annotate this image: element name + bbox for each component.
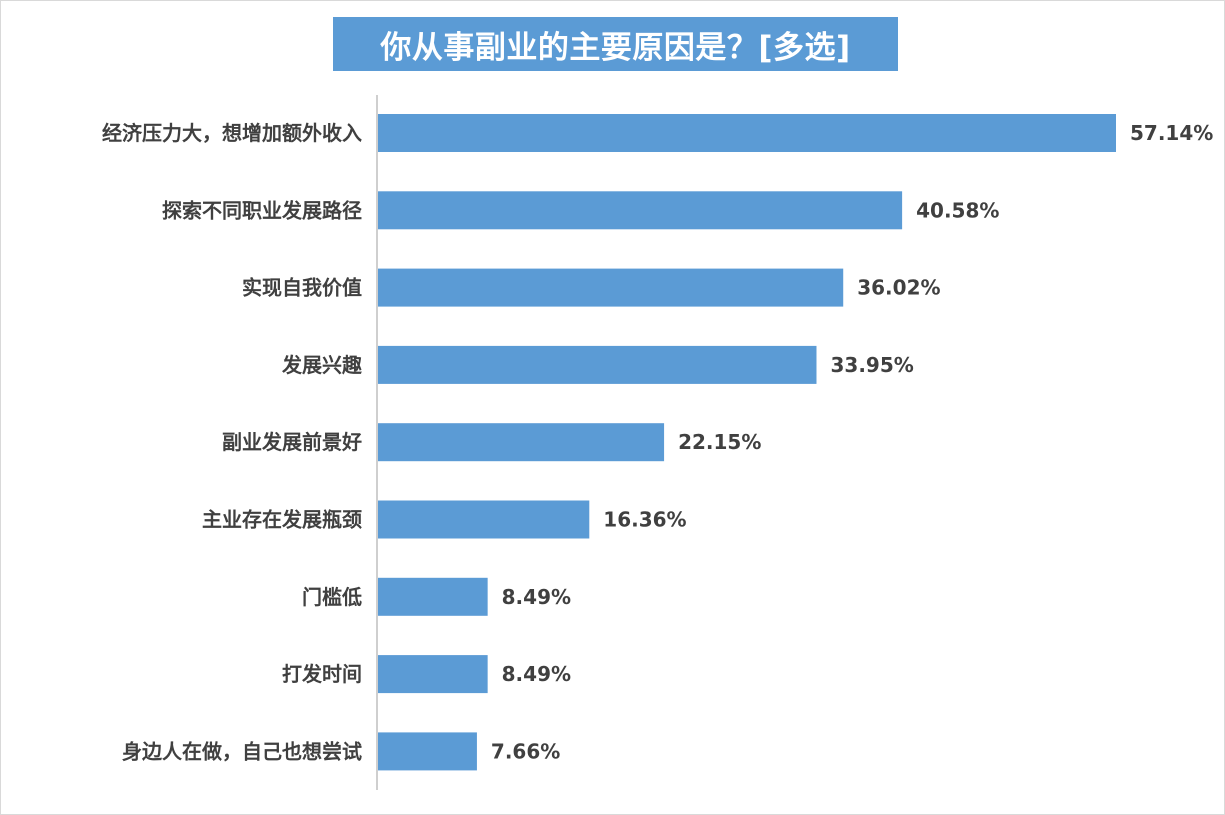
bar-3: [378, 345, 817, 384]
category-label-6: 门槛低: [302, 585, 362, 609]
category-label-3: 发展兴趣: [281, 353, 363, 377]
bar-6: [378, 577, 488, 616]
value-label-2: 36.02%: [857, 276, 940, 300]
bar-1: [378, 191, 903, 230]
category-label-1: 探索不同职业发展路径: [162, 198, 362, 222]
value-label-0: 57.14%: [1130, 121, 1213, 145]
bars-group: [378, 114, 1116, 771]
value-label-5: 16.36%: [603, 508, 686, 532]
value-labels-group: 57.14% 40.58% 36.02% 33.95% 22.15% 16.36% 8.49…: [491, 121, 1213, 763]
category-labels-group: 经济压力大，想增加额外收入探索不同职业发展路径实现自我价值发展兴趣副业发展前景好…: [102, 121, 363, 763]
category-label-0: 经济压力大，想增加额外收入: [102, 121, 362, 145]
category-label-2: 实现自我价值: [242, 276, 362, 300]
category-label-8: 身边人在做，自己也想尝试: [122, 739, 362, 763]
category-label-4: 副业发展前景好: [222, 430, 362, 454]
category-label-5: 主业存在发展瓶颈: [202, 508, 362, 532]
value-label-4: 22.15%: [678, 430, 761, 454]
value-label-7: 8.49%: [502, 662, 571, 686]
value-label-3: 33.95%: [830, 353, 913, 377]
bar-0: [378, 114, 1116, 152]
value-label-6: 8.49%: [502, 585, 571, 609]
value-label-1: 40.58%: [916, 198, 999, 222]
bar-7: [378, 655, 488, 694]
chart-title: 你从事副业的主要原因是？[多选]: [380, 29, 851, 66]
bar-4: [378, 423, 665, 462]
bar-8: [378, 732, 477, 771]
value-label-8: 7.66%: [491, 739, 560, 763]
bar-2: [378, 268, 844, 307]
chart-title-box: 你从事副业的主要原因是？[多选]: [333, 17, 898, 71]
bar-5: [378, 500, 590, 539]
category-label-7: 打发时间: [282, 662, 362, 686]
